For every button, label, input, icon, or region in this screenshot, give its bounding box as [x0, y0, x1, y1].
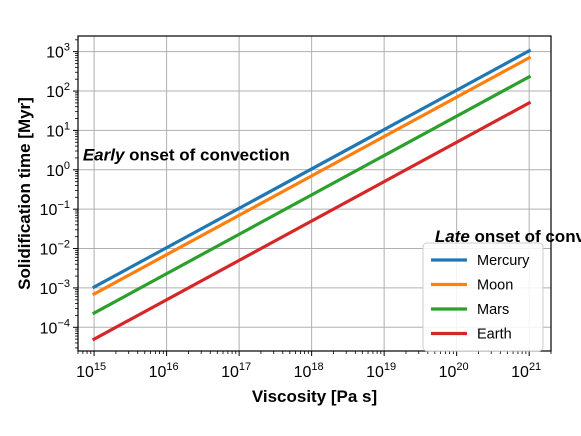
annotation-text: Late onset of convection	[435, 227, 581, 246]
x-tick-label: 1017	[221, 361, 251, 381]
annotation-rest: onset of convection	[124, 146, 289, 165]
series-line-earth	[91, 100, 532, 342]
x-tick-label: 1020	[439, 361, 469, 381]
x-tick-label: 1019	[366, 361, 396, 381]
y-tick-label: 10−2	[40, 239, 70, 259]
y-tick-base: 10	[46, 45, 64, 62]
x-tick-base: 10	[439, 364, 457, 381]
legend-box	[422, 242, 544, 352]
annotation-italic: Late	[435, 227, 470, 246]
legend-label: Mercury	[477, 253, 530, 269]
series-line-mercury	[91, 48, 532, 290]
x-tick-base: 10	[149, 364, 167, 381]
y-tick-label: 100	[46, 160, 70, 180]
y-tick-label: 101	[46, 120, 70, 140]
x-tick-label: 1018	[294, 361, 324, 381]
series-line-mars	[91, 74, 532, 316]
x-tick-label: 1015	[76, 361, 106, 381]
x-tick-exponent: 20	[456, 361, 468, 373]
y-tick-base: 10	[46, 163, 64, 180]
y-tick-exponent: −3	[57, 278, 70, 290]
legend-label: Moon	[477, 278, 513, 294]
x-tick-base: 10	[76, 364, 94, 381]
y-tick-base: 10	[40, 242, 58, 259]
annotation-text: Early onset of convection	[83, 146, 290, 165]
x-axis-label: Viscosity [Pa s]	[252, 387, 377, 406]
x-tick-exponent: 17	[239, 361, 251, 373]
y-tick-exponent: 1	[64, 120, 70, 132]
y-tick-exponent: 0	[64, 160, 70, 172]
x-tick-base: 10	[366, 364, 384, 381]
legend-label: Earth	[477, 327, 512, 343]
x-tick-base: 10	[511, 364, 529, 381]
y-tick-exponent: −2	[57, 239, 70, 251]
y-tick-exponent: 3	[64, 42, 70, 54]
x-tick-exponent: 15	[94, 361, 106, 373]
y-tick-label: 10−4	[40, 317, 70, 337]
y-tick-exponent: 2	[64, 81, 70, 93]
y-tick-label: 102	[46, 81, 70, 101]
x-tick-base: 10	[294, 364, 312, 381]
y-tick-exponent: −4	[57, 317, 70, 329]
y-tick-base: 10	[40, 281, 58, 298]
x-tick-label: 1021	[511, 361, 541, 381]
legend-label: Mars	[477, 302, 509, 318]
y-tick-base: 10	[40, 202, 58, 219]
y-tick-label: 103	[46, 42, 70, 62]
series-lines	[91, 48, 532, 342]
annotation-italic: Early	[83, 146, 126, 165]
y-tick-base: 10	[40, 320, 58, 337]
x-tick-exponent: 16	[166, 361, 178, 373]
annotation-rest: onset of convection	[470, 227, 581, 246]
x-tick-labels: 1015 1016 1017 1018 1019 1020 1021	[76, 361, 541, 381]
y-tick-base: 10	[46, 123, 64, 140]
legend: Mercury Moon Mars Earth	[422, 242, 544, 352]
x-tick-base: 10	[221, 364, 239, 381]
x-tick-exponent: 21	[529, 361, 541, 373]
y-tick-exponent: −1	[57, 199, 70, 211]
series-line-moon	[91, 55, 532, 297]
x-tick-exponent: 18	[311, 361, 323, 373]
plot-frame	[77, 35, 552, 352]
y-tick-base: 10	[46, 84, 64, 101]
x-tick-exponent: 19	[384, 361, 396, 373]
y-axis-label: Solidification time [Myr]	[15, 97, 34, 290]
y-tick-label: 10−1	[40, 199, 70, 219]
x-tick-label: 1016	[149, 361, 179, 381]
y-tick-label: 10−3	[40, 278, 70, 298]
